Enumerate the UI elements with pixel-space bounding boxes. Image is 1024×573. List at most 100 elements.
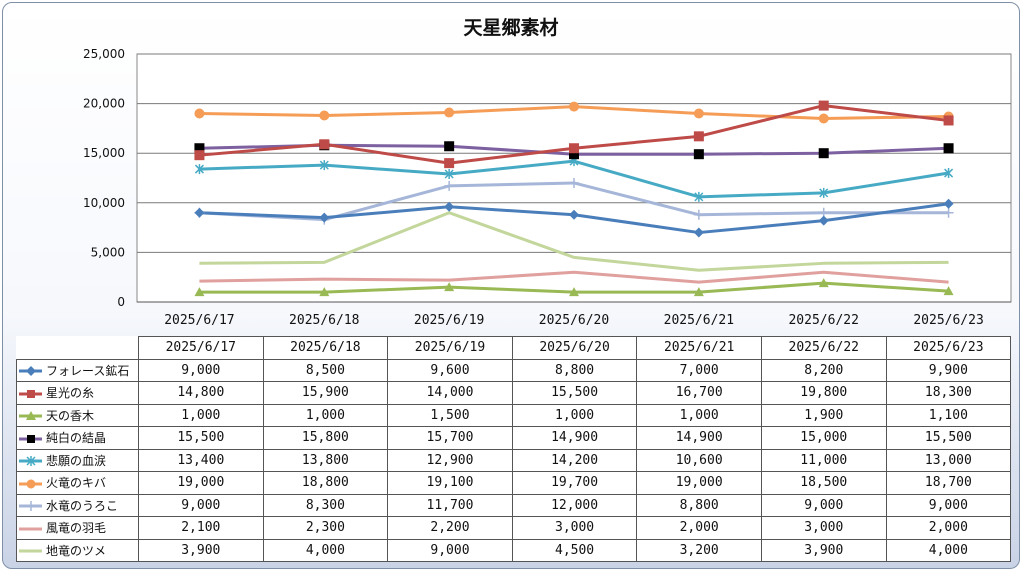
data-point (819, 187, 829, 198)
table-cell: 2,200 (387, 516, 513, 540)
data-point (194, 207, 205, 218)
legend-key-icon (19, 479, 42, 489)
data-point (693, 108, 704, 119)
table-column-header: 2025/6/21 (636, 336, 762, 360)
series-legend-cell: 風竜の羽毛 (16, 516, 139, 540)
data-point (444, 158, 455, 169)
table-cell: 15,000 (760, 426, 887, 450)
data-point (569, 209, 579, 220)
table-cell: 1,000 (511, 403, 638, 427)
data-table-header-row: 2025/6/17 2025/6/18 2025/6/19 2025/6/20 2025… (17, 336, 1012, 360)
y-tick-label: 20,000 (83, 97, 125, 111)
table-cell: 13,400 (138, 448, 264, 472)
legend-key-icon (19, 366, 42, 377)
table-row: 火竜のキバ 19,000 18,800 19,100 19,700 19,000 18,50… (16, 471, 1012, 495)
x-tick-label: 2025/6/18 (289, 313, 359, 328)
table-cell: 9,000 (138, 358, 264, 382)
data-point (818, 278, 829, 288)
series-legend-cell: 悲願の血涙 (16, 448, 139, 472)
data-point (444, 169, 454, 180)
legend-key-icon (19, 527, 42, 531)
table-cell: 11,000 (760, 448, 887, 472)
x-tick-label: 2025/6/23 (913, 313, 983, 328)
y-tick-label: 25,000 (83, 47, 125, 61)
table-row: 風竜の羽毛 2,100 2,300 2,200 3,000 2,000 3,000 2,000 (16, 516, 1012, 540)
series-legend-cell: 火竜のキバ (16, 471, 139, 495)
table-corner (17, 337, 139, 360)
table-cell: 2,000 (636, 516, 762, 540)
data-point (444, 282, 455, 292)
data-point (319, 160, 329, 171)
table-column-header: 2025/6/17 (138, 336, 264, 360)
data-point (319, 287, 330, 297)
table-row: 純白の結晶 15,500 15,800 15,700 14,900 14,900 15,00… (16, 426, 1012, 450)
table-column-header: 2025/6/22 (760, 336, 887, 360)
data-point (693, 209, 704, 220)
x-tick-label: 2025/6/22 (788, 313, 858, 328)
table-cell: 1,000 (262, 403, 389, 427)
legend-key-icon (19, 501, 42, 512)
series-legend-cell: 純白の結晶 (16, 426, 139, 450)
table-cell: 1,100 (885, 403, 1012, 427)
table-cell: 18,700 (885, 471, 1012, 495)
data-point (194, 287, 205, 297)
data-point (444, 107, 455, 118)
data-point (694, 191, 704, 202)
table-cell: 13,800 (262, 448, 389, 472)
x-tick-label: 2025/6/20 (539, 313, 609, 328)
x-tick-label: 2025/6/21 (664, 313, 734, 328)
series-legend-cell: 地竜のツメ (16, 538, 139, 562)
table-cell: 18,500 (760, 471, 887, 495)
y-tick-label: 15,000 (83, 146, 125, 160)
table-cell: 16,700 (636, 381, 762, 405)
table-cell: 8,800 (511, 358, 638, 382)
table-cell: 8,800 (636, 493, 762, 517)
legend-key-icon (19, 434, 42, 443)
data-point (818, 215, 829, 226)
data-table: 2025/6/17 2025/6/18 2025/6/19 2025/6/20 2025… (16, 336, 1012, 562)
series-name: 地竜のツメ (46, 543, 107, 558)
table-cell: 15,700 (387, 426, 513, 450)
data-point (569, 149, 579, 160)
x-tick-label: 2025/6/17 (164, 313, 234, 328)
table-cell: 19,800 (760, 381, 887, 405)
table-cell: 9,000 (387, 538, 513, 562)
table-cell: 15,500 (511, 381, 638, 405)
series-legend-cell: 天の香木 (16, 403, 139, 427)
legend-key-icon (19, 411, 42, 421)
table-cell: 18,300 (885, 381, 1012, 405)
table-cell: 1,900 (760, 403, 887, 427)
data-point (319, 110, 330, 121)
data-point (943, 143, 954, 154)
table-column-header: 2025/6/18 (262, 336, 389, 360)
series-name: 天の香木 (46, 408, 95, 423)
table-cell: 15,500 (885, 426, 1012, 450)
data-point (818, 100, 829, 111)
data-point (569, 143, 579, 154)
table-cell: 4,500 (511, 538, 638, 562)
table-cell: 15,800 (262, 426, 389, 450)
data-point (444, 180, 455, 191)
table-row: 地竜のツメ 3,900 4,000 9,000 4,500 3,200 3,900 4,000 (16, 538, 1012, 562)
table-cell: 14,900 (636, 426, 762, 450)
legend-key-icon (19, 456, 42, 467)
data-point (818, 113, 829, 124)
data-point (943, 207, 954, 218)
series-name: 純白の結晶 (46, 431, 107, 446)
table-cell: 4,000 (885, 538, 1012, 562)
table-cell: 19,000 (636, 471, 762, 495)
table-row: 天の香木 1,000 1,000 1,500 1,000 1,000 1,900 1,100 (16, 403, 1012, 427)
table-cell: 3,000 (511, 516, 638, 540)
table-row: 悲願の血涙 13,400 13,800 12,900 14,200 10,600 11,00… (16, 448, 1012, 472)
series-line (199, 270, 949, 284)
series-legend-cell: 星光の糸 (16, 381, 139, 405)
table-column-header: 2025/6/23 (885, 336, 1012, 360)
table-cell: 19,700 (511, 471, 638, 495)
series-legend-cell: フォレース鉱石 (16, 358, 139, 382)
data-point (943, 198, 954, 209)
table-cell: 3,000 (760, 516, 887, 540)
data-point (444, 141, 455, 152)
table-cell: 2,100 (138, 516, 264, 540)
legend-key-icon (19, 549, 42, 553)
table-cell: 3,200 (636, 538, 762, 562)
